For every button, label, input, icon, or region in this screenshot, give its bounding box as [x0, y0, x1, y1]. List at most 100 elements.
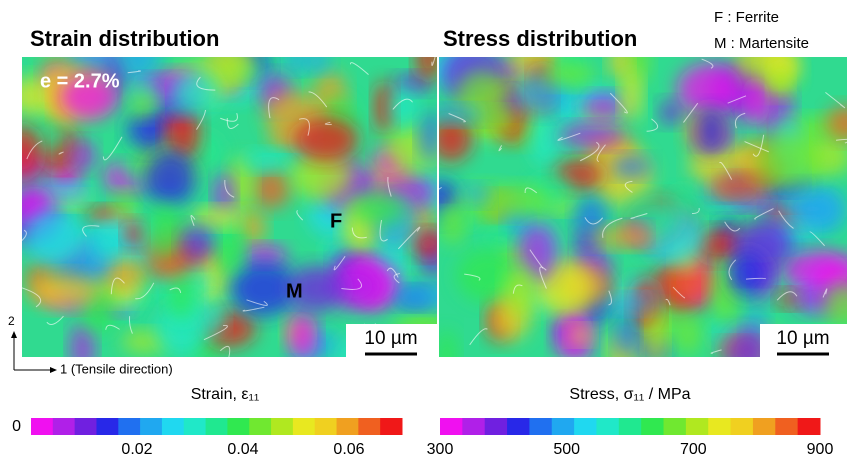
map-blob — [283, 47, 304, 71]
map-blob — [615, 314, 637, 357]
colorbar-segment — [337, 418, 359, 435]
map-blob — [130, 89, 157, 118]
map-blob — [611, 156, 651, 177]
scale-bar-label: 10 µm — [776, 328, 829, 349]
colorbar-segment — [96, 418, 118, 435]
map-blob — [493, 185, 550, 216]
map-blob — [240, 211, 266, 244]
map-blob — [419, 111, 442, 162]
colorbar-tick-label: 0.06 — [333, 441, 364, 457]
map-blob — [172, 69, 220, 113]
map-blob — [416, 37, 441, 81]
map-blob — [124, 221, 144, 247]
colorbar-segment — [227, 418, 249, 435]
map-blob — [300, 50, 332, 71]
legend-note: M : Martensite — [714, 35, 809, 52]
map-blob — [728, 251, 767, 297]
map-blob — [559, 124, 624, 147]
colorbar-tick-label: 0.02 — [121, 441, 152, 457]
axis-arrow-head — [50, 367, 57, 373]
panel-title: Stress distribution — [443, 26, 637, 51]
strain-annotation: e = 2.7% — [40, 70, 120, 92]
map-blob — [782, 250, 847, 290]
colorbar-label: Strain, ε₁₁ — [191, 386, 260, 403]
phase-label: F — [330, 210, 342, 232]
map-blob — [385, 125, 447, 170]
colorbar-segment — [53, 418, 75, 435]
map-blob — [242, 151, 292, 171]
map-blob — [574, 197, 607, 234]
figure: Strain distribution Stress distribution … — [0, 0, 847, 457]
map-blob — [541, 62, 594, 87]
map-blob — [113, 191, 136, 212]
colorbar-segment — [75, 418, 97, 435]
map-blob — [530, 110, 562, 166]
map-blob — [784, 194, 841, 223]
map-blob — [5, 126, 40, 178]
map-blob — [252, 169, 290, 209]
map-blob — [741, 76, 770, 127]
colorbar-segment — [708, 418, 731, 435]
colorbar-segment — [380, 418, 402, 435]
map-blob — [674, 313, 702, 356]
colorbar-tick-label: 300 — [427, 441, 454, 457]
colorbar-segment — [184, 418, 206, 435]
colorbar-segment — [641, 418, 664, 435]
colorbar-segment — [271, 418, 293, 435]
map-blob — [24, 209, 84, 267]
map-blob — [696, 107, 726, 154]
map-blob — [477, 230, 525, 248]
colorbar-segment — [552, 418, 575, 435]
map-blob — [583, 94, 624, 120]
map-blob — [181, 226, 213, 262]
map-blob — [569, 326, 592, 343]
colorbar-segment — [507, 418, 530, 435]
map-blob — [504, 264, 535, 320]
colorbar-tick-label: 500 — [553, 441, 580, 457]
axis-arrow-head — [11, 331, 17, 338]
map-blob — [646, 309, 666, 366]
colorbar-segment — [462, 418, 485, 435]
colorbar-segment — [775, 418, 798, 435]
map-blob — [288, 311, 317, 360]
colorbar-segment — [619, 418, 642, 435]
map-blob — [621, 69, 642, 120]
legend-note: F : Ferrite — [714, 9, 779, 26]
colorbar-tick-label: 0 — [12, 418, 21, 435]
colorbar-segment — [118, 418, 140, 435]
colorbar-segment — [485, 418, 508, 435]
map-blob — [709, 175, 766, 198]
colorbar-segment — [664, 418, 687, 435]
scale-bar-label: 10 µm — [364, 328, 417, 349]
colorbars: Strain, ε₁₁ 0 0.02 0.04 0.06 Stress, σ₁₁ / MP… — [12, 386, 833, 457]
colorbar-segment — [596, 418, 619, 435]
colorbar-segment — [753, 418, 776, 435]
map-blob — [755, 134, 821, 189]
colorbar-segment — [315, 418, 337, 435]
colorbar-segment — [162, 418, 184, 435]
map-blob — [660, 100, 683, 125]
map-blob — [70, 141, 95, 171]
map-blob — [94, 228, 120, 258]
panel-title: Strain distribution — [30, 26, 219, 51]
colorbar-segment — [686, 418, 709, 435]
map-blob — [144, 151, 196, 205]
map-blob — [191, 208, 243, 228]
colorbar-segment — [529, 418, 552, 435]
colorbar-segment — [574, 418, 597, 435]
colorbar-tick-label: 900 — [807, 441, 834, 457]
map-blob — [771, 66, 791, 96]
colorbar-label: Stress, σ₁₁ / MPa — [569, 386, 690, 403]
phase-label: M — [286, 280, 303, 302]
colorbar-segment — [798, 418, 821, 435]
colorbar-segment — [249, 418, 271, 435]
map-blob — [348, 191, 406, 225]
colorbar-tick-label: 0.04 — [227, 441, 258, 457]
map-blob — [461, 185, 490, 205]
colorbar-tick-label: 700 — [680, 441, 707, 457]
axis-indicator: 1 (Tensile direction) — [60, 361, 173, 376]
colorbar-segment — [293, 418, 315, 435]
colorbar-segment — [731, 418, 754, 435]
map-blob — [147, 204, 183, 258]
map-blob — [390, 88, 419, 126]
